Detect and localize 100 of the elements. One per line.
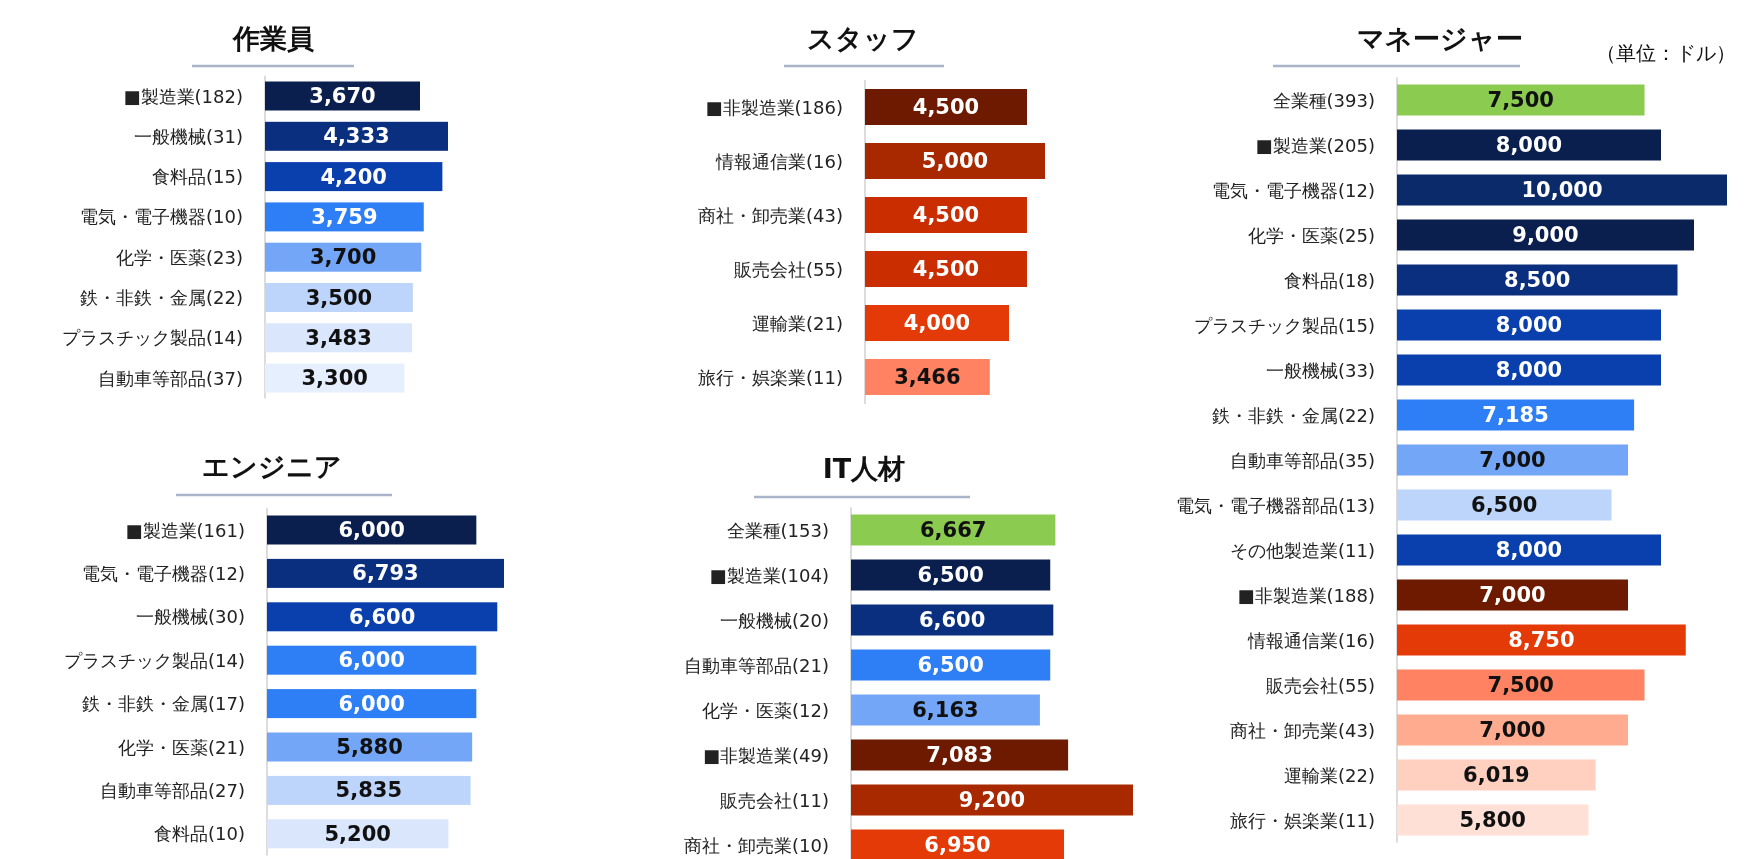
y-tick-label: 販売会社(55) [734, 258, 843, 280]
data-label: 4,000 [903, 311, 971, 335]
data-label: 3,300 [301, 366, 368, 391]
data-label: 3,700 [309, 245, 377, 270]
y-tick-label: その他製造業(11) [1230, 539, 1375, 561]
data-label: 8,750 [1508, 628, 1575, 652]
y-tick-label: 電気・電子機器(10) [80, 206, 243, 228]
data-label: 4,500 [912, 95, 980, 119]
bar [1397, 444, 1628, 476]
data-label: 6,500 [917, 653, 984, 677]
data-label: 8,500 [1504, 268, 1571, 292]
y-tick-label: ■非製造業(186) [705, 96, 843, 118]
bar [1397, 174, 1727, 206]
y-tick-label: 一般機械(33) [1266, 359, 1375, 381]
data-label: 10,000 [1521, 178, 1603, 202]
bar [1397, 129, 1661, 161]
bar [1397, 309, 1661, 341]
data-label: 6,000 [338, 691, 405, 716]
bar [1397, 354, 1661, 386]
y-tick-label: 一般機械(30) [136, 606, 245, 628]
data-label: 8,000 [1495, 358, 1563, 382]
bar [1397, 489, 1612, 521]
bar [267, 558, 504, 588]
data-label: 7,083 [926, 743, 993, 767]
data-label: 7,500 [1487, 673, 1554, 697]
data-label: 6,000 [338, 518, 405, 542]
y-tick-label: プラスチック製品(14) [62, 327, 243, 349]
bar [1397, 264, 1678, 296]
y-tick-label: 運輸業(22) [1284, 764, 1375, 786]
bar [267, 775, 471, 805]
data-label: 6,600 [918, 608, 986, 632]
y-tick-label: 一般機械(31) [134, 125, 243, 147]
data-label: 6,667 [919, 518, 987, 542]
y-tick-label: 電気・電子機器部品(13) [1176, 494, 1375, 516]
chart-title: IT人材 [822, 452, 906, 484]
data-label: 7,000 [1479, 448, 1546, 472]
bar [865, 143, 1045, 179]
bar [1397, 624, 1686, 656]
y-tick-label: 旅行・娯楽業(11) [698, 366, 843, 388]
y-tick-label: プラスチック製品(15) [1194, 314, 1375, 336]
y-tick-label: 商社・卸売業(43) [1230, 719, 1375, 741]
data-label: 4,200 [320, 164, 387, 189]
data-label: 5,835 [335, 778, 403, 803]
y-tick-label: 自動車等部品(21) [684, 654, 829, 676]
y-tick-label: 化学・医薬(23) [116, 246, 243, 268]
bar [1397, 714, 1628, 746]
y-tick-label: 情報通信業(16) [715, 150, 843, 172]
y-tick-label: 食料品(18) [1284, 269, 1375, 291]
data-label: 5,000 [921, 149, 989, 173]
y-tick-label: 自動車等部品(37) [98, 367, 243, 389]
data-label: 6,950 [924, 833, 991, 857]
y-tick-label: 運輸業(21) [752, 312, 843, 334]
y-tick-label: 食料品(15) [152, 166, 243, 188]
y-tick-label: 自動車等部品(35) [1230, 449, 1375, 471]
chart-title: マネージャー [1357, 22, 1523, 54]
data-label: 4,333 [323, 124, 390, 149]
bar [1397, 579, 1628, 611]
y-tick-label: 販売会社(11) [720, 789, 829, 811]
data-label: 8,000 [1495, 538, 1563, 562]
y-tick-label: 化学・医薬(12) [702, 699, 829, 721]
y-tick-label: プラスチック製品(14) [64, 649, 245, 671]
bar [1397, 534, 1661, 566]
data-label: 6,600 [348, 604, 416, 629]
y-tick-label: 商社・卸売業(43) [698, 204, 843, 226]
data-label: 7,185 [1482, 403, 1549, 427]
bar [1397, 759, 1596, 791]
y-tick-label: 商社・卸売業(10) [684, 834, 829, 856]
bar [267, 602, 498, 632]
y-tick-label: ■製造業(182) [123, 85, 243, 107]
data-label: 6,793 [352, 561, 419, 586]
y-tick-label: 情報通信業(16) [1247, 629, 1375, 651]
data-label: 5,200 [324, 821, 391, 846]
y-tick-label: 化学・医薬(25) [1248, 224, 1375, 246]
data-label: 6,163 [912, 698, 979, 722]
data-label: 7,500 [1487, 88, 1554, 112]
data-label: 7,000 [1479, 718, 1546, 742]
bar [851, 694, 1040, 726]
bar [851, 739, 1069, 771]
y-tick-label: 電気・電子機器(12) [82, 562, 245, 584]
y-tick-label: 販売会社(55) [1266, 674, 1375, 696]
data-label: 4,500 [912, 257, 980, 281]
data-label: 6,019 [1463, 763, 1530, 787]
chart-title: 作業員 [231, 22, 314, 54]
bar [851, 514, 1056, 546]
y-tick-label: ■非製造業(188) [1237, 584, 1375, 606]
y-tick-label: 全業種(153) [726, 519, 829, 541]
text: （単位：ドル） [1596, 41, 1736, 65]
bar [1397, 219, 1694, 251]
y-tick-label: 食料品(10) [154, 823, 245, 845]
y-tick-label: 鉄・非鉄・金属(22) [1212, 404, 1375, 426]
y-tick-label: ■非製造業(49) [703, 744, 829, 766]
data-label: 4,500 [912, 203, 980, 227]
y-tick-label: 鉄・非鉄・金属(17) [82, 693, 245, 715]
data-label: 8,000 [1495, 313, 1563, 337]
data-label: 3,670 [309, 84, 376, 108]
bar [851, 784, 1133, 816]
data-label: 3,466 [894, 365, 961, 389]
y-tick-label: ■製造業(161) [125, 519, 245, 541]
data-label: 8,000 [1495, 133, 1563, 157]
bar [1397, 669, 1645, 701]
